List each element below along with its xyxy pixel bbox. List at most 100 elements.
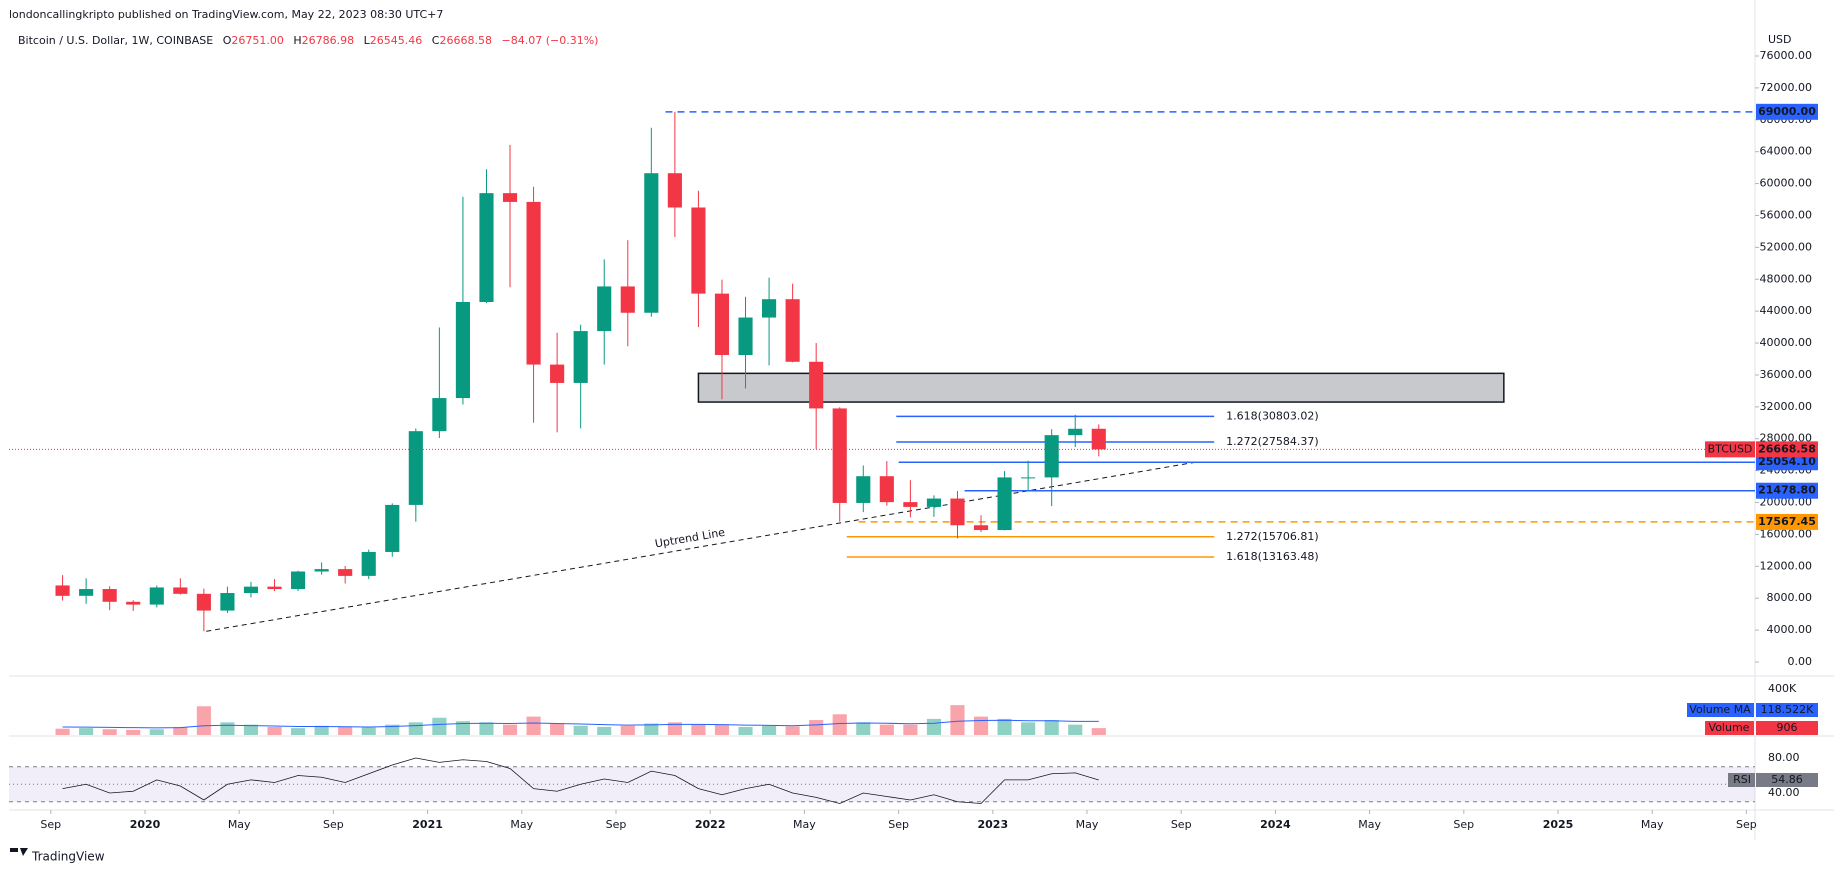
candle-body xyxy=(1021,477,1036,479)
symbol-tag xyxy=(1705,441,1755,458)
h-label: H xyxy=(293,34,301,47)
volume-bar xyxy=(1021,722,1036,735)
volume-bar xyxy=(926,718,941,735)
rsi-tick-label: 40.00 xyxy=(1768,786,1800,799)
volume-bar xyxy=(526,716,541,735)
rsi-line xyxy=(62,757,1099,804)
candle-body xyxy=(809,361,824,409)
x-tick-label: 2025 xyxy=(1543,818,1574,831)
symbol-tag-label: BTCUSD xyxy=(1708,442,1753,455)
volume-bar xyxy=(455,721,470,735)
candle-body xyxy=(267,586,282,590)
open: 26751.00 xyxy=(231,34,284,47)
volume-value: 906 xyxy=(1777,721,1798,734)
x-tick-label: 2021 xyxy=(412,818,443,831)
candle-body xyxy=(385,504,400,552)
candle-body xyxy=(126,601,141,605)
candle-body xyxy=(1068,428,1083,436)
candle-body xyxy=(55,585,70,596)
candle-body xyxy=(714,293,730,356)
candle-body xyxy=(102,589,117,602)
x-tick-label: May xyxy=(1076,818,1099,831)
volume-bar xyxy=(950,705,965,735)
volume-tick-label: 400K xyxy=(1768,682,1797,695)
volume-bar xyxy=(502,724,518,735)
price-tag xyxy=(1756,482,1818,499)
x-tick-label: May xyxy=(510,818,533,831)
y-tick-label: 4000.00 xyxy=(1767,623,1813,636)
volume-bar xyxy=(973,716,989,735)
l-label: L xyxy=(364,34,371,47)
volume-bar xyxy=(879,724,894,735)
volume-bar xyxy=(79,728,94,735)
y-tick-label: 20000.00 xyxy=(1760,496,1813,509)
volume-bar xyxy=(432,717,447,735)
y-tick-label: 36000.00 xyxy=(1760,368,1813,381)
candle-body xyxy=(243,586,259,594)
volume-bar xyxy=(785,726,800,735)
tag xyxy=(1687,703,1754,717)
price-tag xyxy=(1756,441,1818,458)
y-tick-label: 32000.00 xyxy=(1760,400,1813,413)
volume-bar xyxy=(714,724,730,735)
footer: TradingView xyxy=(31,850,105,864)
volume-bar xyxy=(1068,724,1083,735)
y-tick-label: 12000.00 xyxy=(1760,559,1813,572)
tag xyxy=(1728,772,1755,787)
volume-bar xyxy=(291,728,306,735)
tag xyxy=(1756,721,1818,735)
y-tick-label: 64000.00 xyxy=(1760,145,1813,158)
x-tick-label: May xyxy=(1358,818,1381,831)
volume-bar xyxy=(126,729,141,735)
candle-body xyxy=(903,502,918,507)
y-tick-label: 8000.00 xyxy=(1767,591,1813,604)
rsi-value: 54.86 xyxy=(1771,773,1803,786)
rsi-tick-label: 80.00 xyxy=(1768,751,1800,764)
candle-body xyxy=(762,299,777,318)
volume-bar xyxy=(243,724,259,735)
candle-body xyxy=(1091,428,1106,450)
candle-body xyxy=(1044,435,1059,478)
volume-bar xyxy=(220,722,235,735)
candle-body xyxy=(479,193,494,302)
c-label: C xyxy=(432,34,440,47)
candle-body xyxy=(291,571,306,590)
candle-body xyxy=(620,286,635,313)
candle-body xyxy=(973,525,989,531)
legend: Bitcoin / U.S. Dollar, 1W, COINBASE O267… xyxy=(18,34,598,47)
y-tick-label: 52000.00 xyxy=(1760,240,1813,253)
candle-body xyxy=(644,173,659,313)
candle-body xyxy=(856,476,871,503)
price-tag xyxy=(1756,454,1818,471)
volume-bar xyxy=(903,724,918,735)
volume-bar xyxy=(338,726,353,735)
o-label: O xyxy=(223,34,232,47)
candle-body xyxy=(220,593,235,611)
x-tick-label: 2023 xyxy=(977,818,1008,831)
y-tick-label: 72000.00 xyxy=(1760,81,1813,94)
candle-body xyxy=(550,364,565,383)
price-tag-label: 21478.80 xyxy=(1758,484,1816,497)
fib-label: 1.272(15706.81) xyxy=(1226,530,1319,543)
volume-bar xyxy=(102,729,117,735)
volume-bar xyxy=(408,722,423,735)
candle-body xyxy=(455,301,470,399)
volume-bar xyxy=(196,706,211,735)
candle-body xyxy=(196,593,211,611)
zone xyxy=(697,372,1505,403)
volume-bar xyxy=(997,718,1012,735)
x-tick-label: Sep xyxy=(888,818,909,831)
volume-bar xyxy=(361,727,376,735)
volume-ma-line xyxy=(62,719,1099,729)
candle-body xyxy=(526,201,541,365)
x-tick-label: Sep xyxy=(1171,818,1192,831)
volume-bar xyxy=(856,722,871,735)
x-tick-label: Sep xyxy=(606,818,627,831)
candle-body xyxy=(832,408,847,503)
candle-body xyxy=(361,551,376,576)
candle-body xyxy=(79,589,94,596)
low: 26545.46 xyxy=(370,34,423,47)
candle-body xyxy=(408,431,423,505)
